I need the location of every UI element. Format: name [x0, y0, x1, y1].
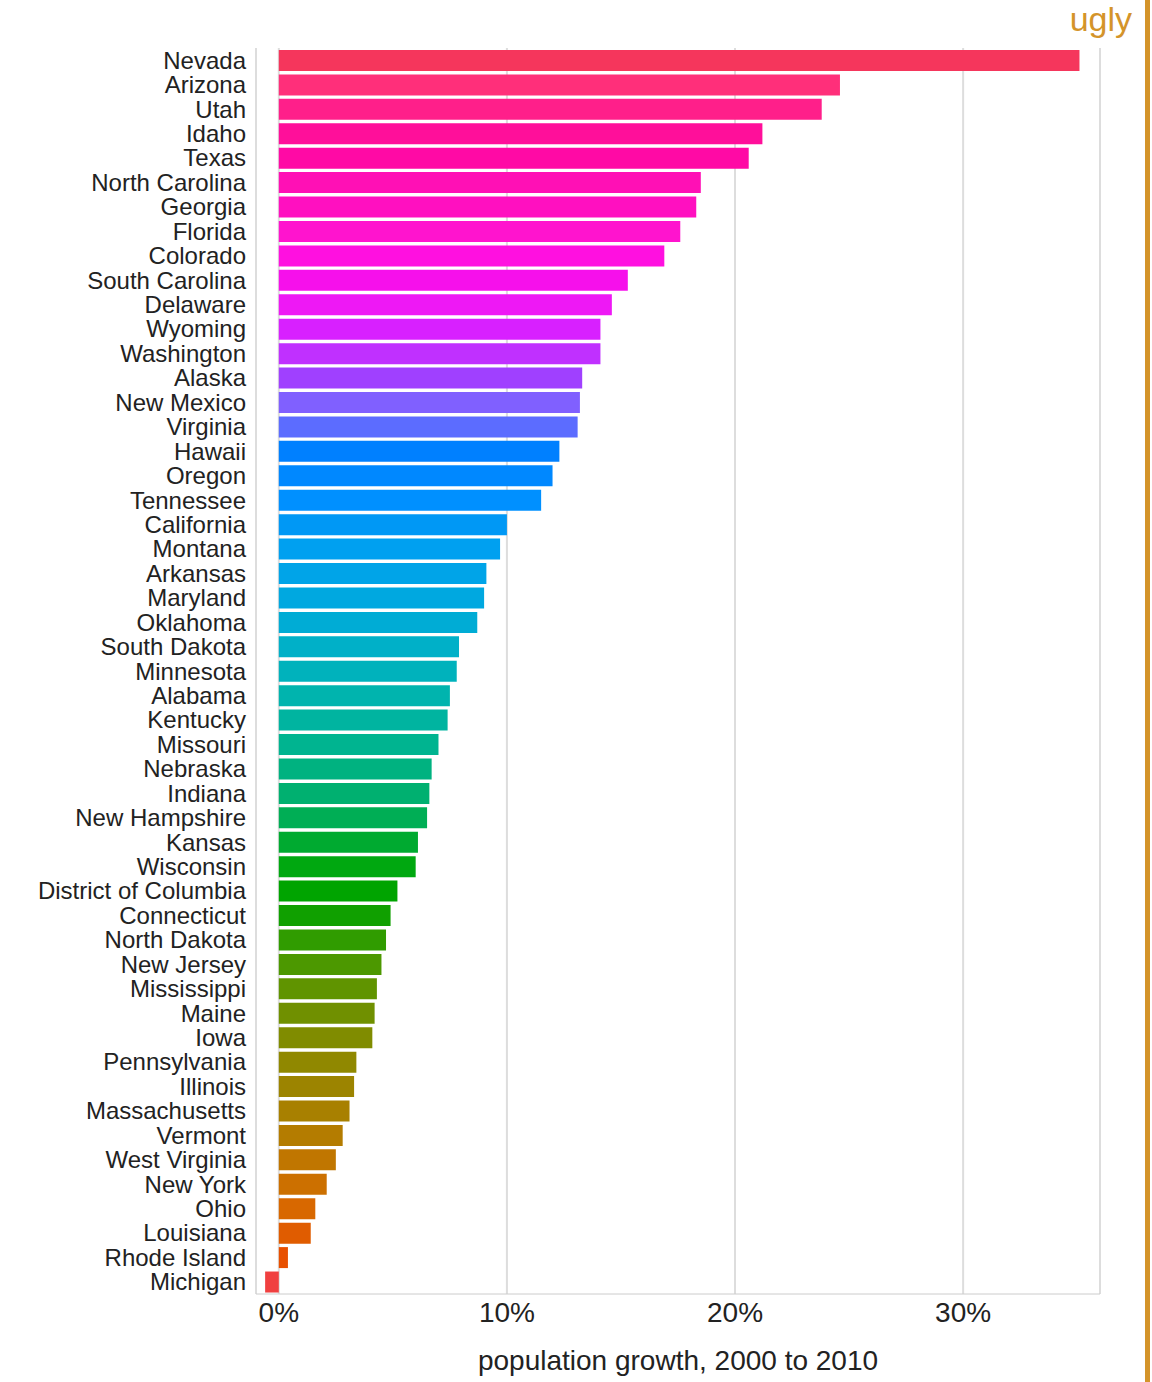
svg-text:Oregon: Oregon: [166, 462, 246, 489]
svg-text:Montana: Montana: [153, 535, 247, 562]
svg-text:10%: 10%: [479, 1297, 535, 1328]
svg-text:Maine: Maine: [181, 1000, 246, 1027]
svg-text:California: California: [145, 511, 247, 538]
svg-text:District of Columbia: District of Columbia: [38, 877, 247, 904]
svg-text:Nebraska: Nebraska: [143, 755, 246, 782]
svg-text:New York: New York: [145, 1171, 247, 1198]
svg-text:0%: 0%: [259, 1297, 299, 1328]
svg-text:Oklahoma: Oklahoma: [137, 609, 247, 636]
svg-text:Washington: Washington: [120, 340, 246, 367]
svg-text:Massachusetts: Massachusetts: [86, 1097, 246, 1124]
svg-text:Mississippi: Mississippi: [130, 975, 246, 1002]
html-text:ugly: ugly: [1069, 0, 1132, 38]
svg-text:Arkansas: Arkansas: [146, 560, 246, 587]
svg-text:Alabama: Alabama: [151, 682, 246, 709]
svg-text:Maryland: Maryland: [147, 584, 246, 611]
svg-text:Georgia: Georgia: [161, 193, 247, 220]
svg-text:North Carolina: North Carolina: [91, 169, 246, 196]
svg-text:Florida: Florida: [173, 218, 247, 245]
svg-text:Virginia: Virginia: [166, 413, 246, 440]
svg-text:20%: 20%: [707, 1297, 763, 1328]
svg-text:South Dakota: South Dakota: [101, 633, 247, 660]
svg-text:Arizona: Arizona: [165, 71, 247, 98]
svg-text:Tennessee: Tennessee: [130, 487, 246, 514]
svg-text:Vermont: Vermont: [157, 1122, 247, 1149]
svg-text:Colorado: Colorado: [149, 242, 246, 269]
svg-text:Kentucky: Kentucky: [147, 706, 246, 733]
svg-text:Alaska: Alaska: [174, 364, 247, 391]
svg-text:New Mexico: New Mexico: [115, 389, 246, 416]
svg-text:Iowa: Iowa: [195, 1024, 246, 1051]
svg-text:West Virginia: West Virginia: [105, 1146, 246, 1173]
svg-text:Rhode Island: Rhode Island: [105, 1244, 246, 1271]
svg-text:North Dakota: North Dakota: [105, 926, 247, 953]
svg-text:Texas: Texas: [183, 144, 246, 171]
svg-text:Hawaii: Hawaii: [174, 438, 246, 465]
svg-text:Nevada: Nevada: [163, 47, 246, 74]
svg-text:Pennsylvania: Pennsylvania: [103, 1048, 246, 1075]
svg-text:South Carolina: South Carolina: [87, 267, 246, 294]
svg-text:Wisconsin: Wisconsin: [137, 853, 246, 880]
svg-text:Michigan: Michigan: [150, 1268, 246, 1295]
svg-text:Illinois: Illinois: [179, 1073, 246, 1100]
svg-text:New Hampshire: New Hampshire: [75, 804, 246, 831]
svg-text:Louisiana: Louisiana: [143, 1219, 246, 1246]
svg-text:Indiana: Indiana: [167, 780, 246, 807]
svg-text:New Jersey: New Jersey: [121, 951, 246, 978]
svg-text:30%: 30%: [935, 1297, 991, 1328]
svg-text:Delaware: Delaware: [145, 291, 246, 318]
svg-text:population growth, 2000 to 201: population growth, 2000 to 2010: [478, 1345, 878, 1376]
svg-text:Kansas: Kansas: [166, 829, 246, 856]
svg-text:Ohio: Ohio: [195, 1195, 246, 1222]
svg-text:Idaho: Idaho: [186, 120, 246, 147]
svg-text:Wyoming: Wyoming: [146, 315, 246, 342]
svg-text:Connecticut: Connecticut: [119, 902, 246, 929]
svg-text:Minnesota: Minnesota: [135, 658, 246, 685]
svg-text:Missouri: Missouri: [157, 731, 246, 758]
svg-text:Utah: Utah: [195, 96, 246, 123]
